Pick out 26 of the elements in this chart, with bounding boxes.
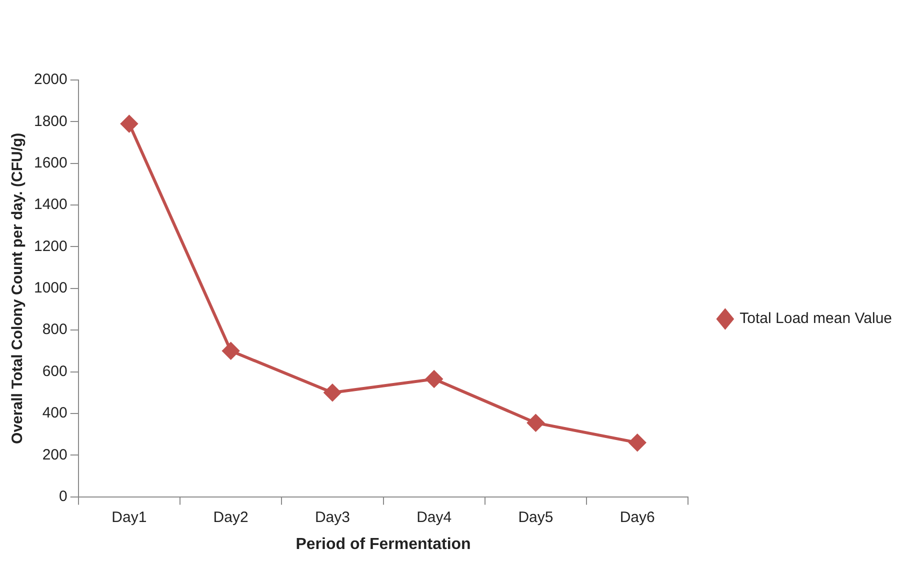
y-tick-label: 1000 [34,280,68,297]
point [628,434,646,452]
point [324,384,341,402]
point [222,342,240,360]
y-tick-label: 800 [42,321,68,338]
x-axis-title: Period of Fermentation [296,536,471,553]
x-tick-label: Day5 [518,508,554,526]
legend-label: Total Load mean Value [740,310,892,328]
y-tick-label: 1600 [34,154,68,172]
y-tick-label: 1200 [34,238,68,255]
x-tick-label: Day3 [314,508,350,526]
y-tick-label: 400 [42,404,68,422]
y-tick-label: 1800 [34,112,68,130]
x-tick-label: Day1 [112,508,147,526]
x-tick-label: Day2 [213,508,248,526]
y-tick-label: 0 [59,488,68,505]
x-tick-label: Day4 [416,508,452,526]
point [527,414,544,432]
y-tick-label: 1400 [34,196,68,214]
y-tick-label: 2000 [34,71,68,88]
x-tick-label: Day6 [620,508,655,526]
y-axis-title: Overall Total Colony Count per day. (CFU/g) [9,132,26,444]
y-tick-label: 600 [42,362,68,380]
point [120,115,138,132]
y-tick-label: 200 [42,446,68,464]
point [426,370,443,388]
